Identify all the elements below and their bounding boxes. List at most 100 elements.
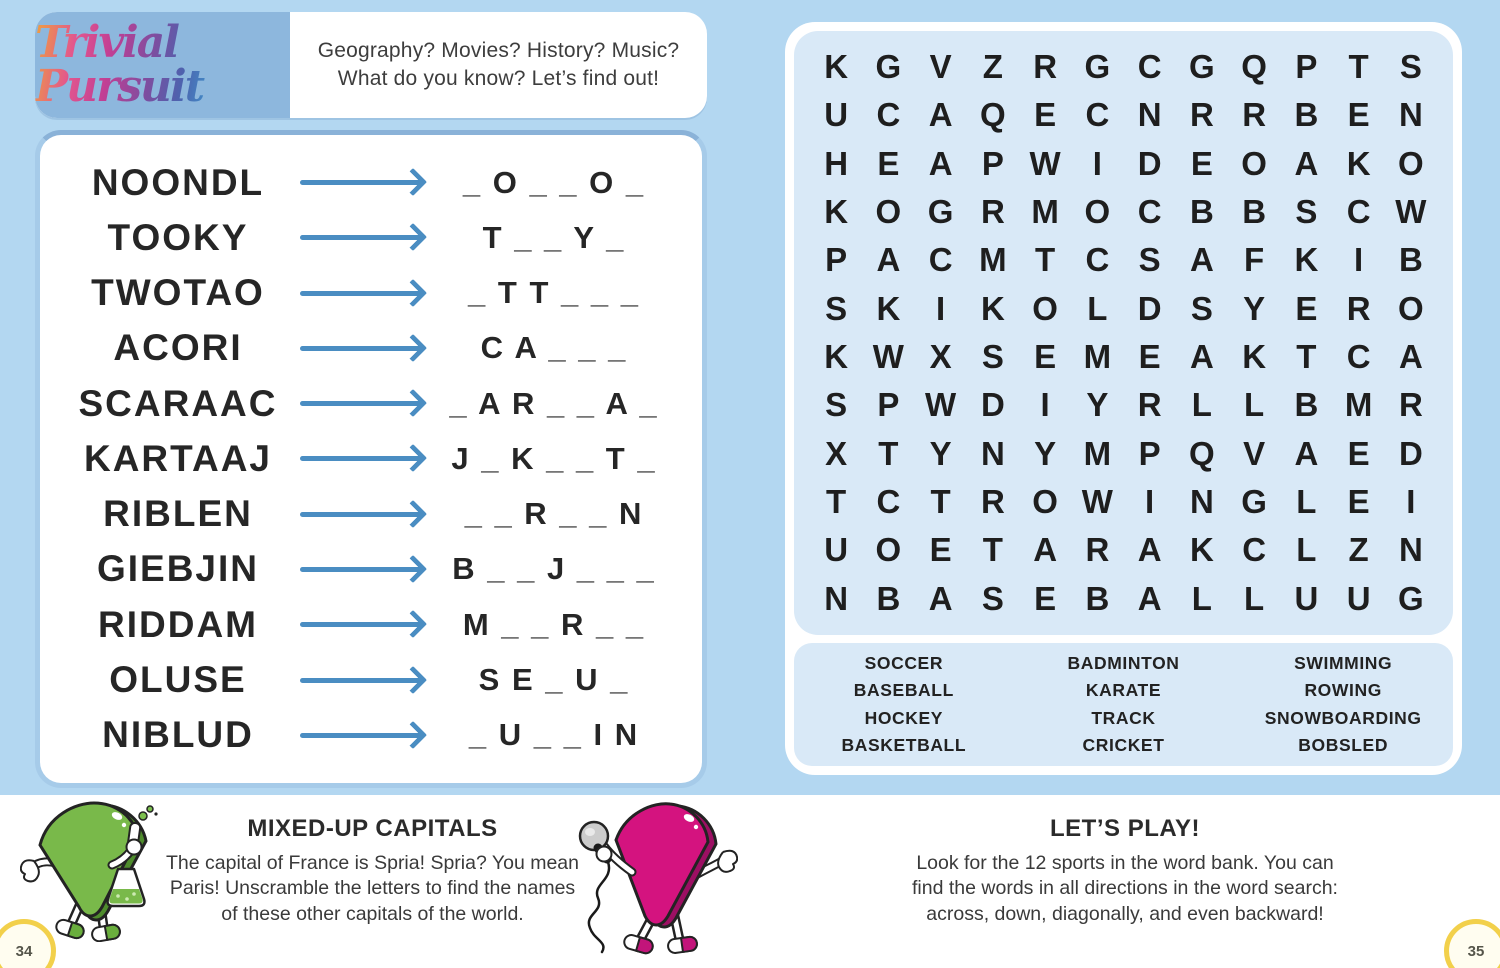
- grid-letter: Z: [1348, 531, 1369, 569]
- word-bank-word: CRICKET: [1082, 735, 1165, 755]
- grid-letter: R: [1137, 386, 1162, 424]
- answer-blanks: J _ K _ _ T _: [451, 440, 657, 476]
- scrambled-word: GIEBJIN: [96, 548, 260, 590]
- grid-letter: Z: [982, 48, 1003, 86]
- grid-letter: R: [1033, 48, 1058, 86]
- grid-letter: I: [1040, 386, 1050, 424]
- grid-letter: K: [1294, 241, 1319, 279]
- answer-blanks: _ O _ _ O _: [462, 164, 646, 200]
- grid-letter: A: [928, 579, 953, 617]
- word-bank-word: BASEBALL: [853, 680, 954, 700]
- grid-letter: L: [1296, 483, 1317, 521]
- grid-letter: P: [1138, 434, 1161, 472]
- grid-letter: C: [1137, 193, 1162, 231]
- scrambled-word: SCARAAC: [78, 382, 278, 424]
- grid-letter: A: [1294, 434, 1319, 472]
- grid-letter: R: [980, 483, 1005, 521]
- grid-letter: G: [1241, 483, 1267, 521]
- grid-letter: R: [1085, 531, 1110, 569]
- scrambled-word: NOONDL: [91, 161, 265, 203]
- grid-letter: I: [1354, 241, 1364, 279]
- unscramble-row: OLUSE S E _ U _: [64, 655, 670, 705]
- grid-letter: L: [1191, 386, 1212, 424]
- grid-letter: K: [1346, 144, 1371, 182]
- word-bank-column: BADMINTON KARATE TRACK CRICKET: [1014, 650, 1234, 760]
- grid-letter: N: [824, 579, 849, 617]
- grid-letter: E: [1034, 96, 1057, 134]
- grid-letter: Q: [980, 96, 1006, 134]
- grid-letter: O: [1398, 289, 1424, 327]
- grid-letter: V: [929, 48, 952, 86]
- unscramble-row: SCARAAC _ A R _ _ A _: [64, 379, 670, 429]
- intro-line: find the words in all directions in the …: [912, 877, 1338, 900]
- grid-letter: I: [1145, 483, 1155, 521]
- grid-letter: T: [878, 434, 899, 472]
- grid-letter: C: [876, 483, 901, 521]
- grid-letter: O: [875, 193, 902, 231]
- grid-letter: K: [1242, 338, 1267, 376]
- grid-letter: E: [1190, 144, 1213, 182]
- grid-letter: R: [1346, 289, 1371, 327]
- grid-letter: T: [982, 531, 1003, 569]
- grid-letter: B: [1294, 386, 1319, 424]
- grid-letter: S: [981, 579, 1004, 617]
- grid-letter: K: [980, 289, 1005, 327]
- word-bank-word: SWIMMING: [1294, 652, 1393, 673]
- grid-letter: N: [1137, 96, 1162, 134]
- grid-letter: A: [928, 144, 953, 182]
- grid-letter: E: [1347, 434, 1370, 472]
- trivial-pursuit-logo: Trivial Pursuit: [35, 12, 290, 118]
- word-bank-word: TRACK: [1091, 707, 1156, 728]
- grid-letter: O: [1084, 193, 1111, 231]
- grid-letter: A: [876, 241, 901, 279]
- grid-letter: A: [928, 96, 953, 134]
- word-bank-word: BOBSLED: [1298, 735, 1389, 755]
- grid-letter: E: [877, 144, 900, 182]
- answer-blanks: T _ _ Y _: [482, 219, 626, 255]
- unscramble-row: TOOKY T _ _ Y _: [64, 213, 670, 263]
- grid-letter: K: [824, 338, 849, 376]
- answer-blanks: C A _ _ _: [480, 330, 628, 366]
- grid-letter: C: [1085, 241, 1110, 279]
- grid-letter: O: [1398, 144, 1424, 182]
- word-bank-word: BADMINTON: [1067, 652, 1180, 673]
- grid-letter: T: [930, 483, 951, 521]
- arrow-icon: [300, 456, 422, 462]
- unscramble-row: RIBLEN _ _ R _ _ N: [64, 489, 670, 539]
- grid-letter: K: [824, 48, 849, 86]
- logo-text: Trivial Pursuit: [35, 21, 290, 109]
- word-bank-word: SNOWBOARDING: [1264, 707, 1422, 728]
- grid-letter: A: [1294, 144, 1319, 182]
- grid-letter: W: [1081, 483, 1113, 521]
- unscramble-row: ACORI C A _ _ _: [64, 323, 670, 373]
- arrow-icon: [300, 677, 422, 683]
- page-number-right: 35: [1444, 919, 1500, 968]
- mixed-up-capitals-intro: MIXED-UP CAPITALS The capital of France …: [160, 815, 585, 927]
- scrambled-word: RIBLEN: [103, 493, 253, 535]
- arrow-icon: [300, 566, 422, 572]
- grid-letter: U: [1294, 579, 1319, 617]
- word-bank-column: SWIMMING ROWING SNOWBOARDING BOBSLED: [1233, 650, 1453, 760]
- unscramble-row: RIDDAM M _ _ R _ _: [64, 600, 670, 650]
- arrow-icon: [300, 622, 422, 628]
- grid-letter: S: [825, 386, 848, 424]
- grid-letter: M: [1083, 338, 1112, 376]
- grid-letter: O: [1032, 289, 1058, 327]
- grid-letter: T: [1035, 241, 1056, 279]
- grid-letter: S: [1190, 289, 1213, 327]
- scrambled-word: NIBLUD: [102, 714, 254, 756]
- grid-letter: L: [1244, 386, 1265, 424]
- unscramble-row: NIBLUD _ U _ _ I N: [64, 710, 670, 760]
- green-wedge-mascot-icon: [20, 801, 158, 942]
- grid-letter: A: [1189, 241, 1214, 279]
- word-bank-word: KARATE: [1085, 680, 1162, 700]
- grid-letter: T: [1296, 338, 1317, 376]
- word-bank-word: BASKETBALL: [841, 735, 967, 755]
- word-bank: SOCCER BASEBALL HOCKEY BASKETBALL BADMINTON K…: [794, 643, 1453, 766]
- pink-wedge-mascot-icon: [578, 802, 738, 955]
- grid-letter: K: [824, 193, 849, 231]
- grid-letter: X: [929, 338, 952, 376]
